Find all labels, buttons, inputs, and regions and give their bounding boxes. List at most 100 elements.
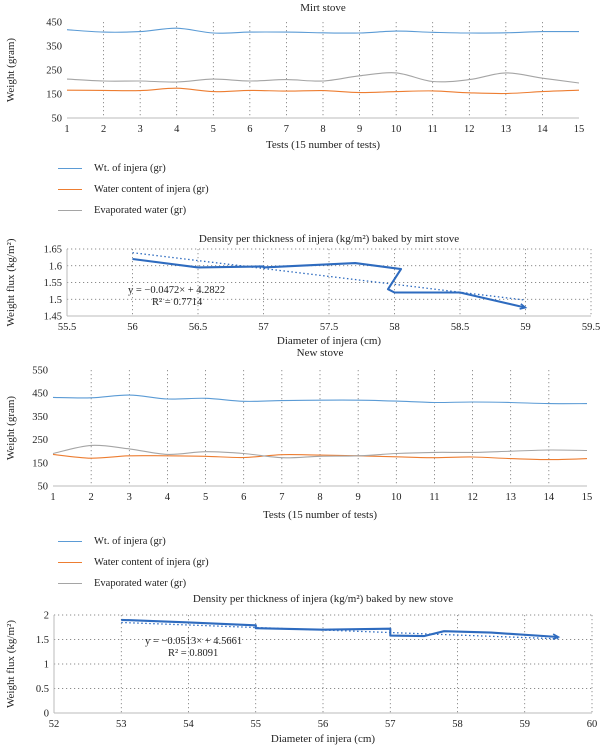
y-tick-label: 1.5 bbox=[36, 635, 49, 646]
legend-swatch-orange bbox=[58, 562, 82, 563]
x-axis-label: Diameter of injera (cm) bbox=[277, 335, 381, 347]
legend-item-water-content: Water content of injera (gr) bbox=[58, 179, 209, 200]
x-tick-label: 59 bbox=[520, 719, 531, 730]
series-line bbox=[121, 618, 559, 639]
x-tick-label: 59 bbox=[520, 322, 531, 333]
y-tick-label: 0.5 bbox=[36, 684, 49, 695]
series-group bbox=[52, 453, 588, 461]
series-line bbox=[66, 87, 580, 95]
series-line bbox=[52, 444, 588, 459]
x-tick-label: 59.5 bbox=[582, 322, 600, 333]
series-group bbox=[52, 394, 588, 405]
trendline-equation: y = −0.0513× + 4.5661 bbox=[145, 636, 242, 647]
series-arrow-head bbox=[519, 303, 528, 310]
x-tick-label: 2 bbox=[89, 492, 94, 503]
x-tick-label: 13 bbox=[505, 492, 516, 503]
series-group bbox=[121, 618, 561, 641]
x-axis-label: Tests (15 number of tests) bbox=[266, 139, 380, 151]
x-tick-label: 57 bbox=[385, 719, 396, 730]
x-tick-label: 3 bbox=[138, 124, 143, 135]
x-tick-label: 12 bbox=[467, 492, 478, 503]
x-tick-label: 56.5 bbox=[189, 322, 207, 333]
series-line bbox=[52, 453, 588, 461]
y-tick-label: 1.55 bbox=[44, 278, 62, 289]
y-tick-label: 1.65 bbox=[44, 245, 62, 256]
x-tick-label: 58 bbox=[452, 719, 463, 730]
x-tick-label: 60 bbox=[587, 719, 598, 730]
trendline bbox=[121, 621, 559, 640]
y-axis-label: Weight (gram) bbox=[5, 396, 17, 461]
legend-new-stove: Wt. of injera (gr) Water content of inje… bbox=[58, 531, 209, 594]
x-tick-label: 2 bbox=[101, 124, 106, 135]
x-tick-label: 9 bbox=[357, 124, 362, 135]
x-tick-label: 1 bbox=[50, 492, 55, 503]
x-tick-label: 15 bbox=[574, 124, 585, 135]
x-tick-label: 9 bbox=[356, 492, 361, 503]
legend-label: Evaporated water (gr) bbox=[94, 205, 187, 216]
y-tick-label: 1.6 bbox=[49, 261, 62, 272]
series-arrow-head bbox=[552, 633, 561, 641]
legend-mirt-stove: Wt. of injera (gr) Water content of inje… bbox=[58, 158, 209, 221]
x-tick-label: 4 bbox=[174, 124, 180, 135]
x-tick-label: 56 bbox=[127, 322, 138, 333]
y-tick-label: 350 bbox=[32, 412, 48, 423]
x-tick-label: 10 bbox=[391, 124, 402, 135]
y-tick-label: 0 bbox=[44, 709, 49, 720]
x-tick-label: 52 bbox=[49, 719, 60, 730]
y-tick-label: 1 bbox=[44, 660, 49, 671]
x-tick-label: 55 bbox=[251, 719, 262, 730]
x-tick-label: 11 bbox=[429, 492, 439, 503]
series-group bbox=[66, 87, 580, 95]
legend-swatch-orange bbox=[58, 189, 82, 190]
legend-label: Wt. of injera (gr) bbox=[94, 163, 166, 174]
x-tick-label: 3 bbox=[127, 492, 132, 503]
x-tick-label: 14 bbox=[537, 124, 548, 135]
y-tick-label: 2 bbox=[44, 611, 49, 622]
series-line bbox=[52, 394, 588, 405]
trendline-r-squared: R² = 0.8091 bbox=[168, 648, 218, 659]
series-group bbox=[52, 444, 588, 459]
y-tick-label: 50 bbox=[52, 114, 63, 125]
x-tick-label: 6 bbox=[247, 124, 252, 135]
x-tick-label: 13 bbox=[501, 124, 512, 135]
y-tick-label: 450 bbox=[46, 18, 62, 29]
x-tick-label: 56 bbox=[318, 719, 329, 730]
x-tick-label: 54 bbox=[183, 719, 194, 730]
x-tick-label: 58.5 bbox=[451, 322, 469, 333]
series-line bbox=[132, 257, 526, 309]
series-group bbox=[66, 27, 580, 34]
series-line bbox=[66, 27, 580, 34]
x-tick-label: 8 bbox=[320, 124, 325, 135]
legend-label: Water content of injera (gr) bbox=[94, 557, 209, 568]
y-tick-label: 250 bbox=[32, 435, 48, 446]
y-tick-label: 50 bbox=[38, 482, 49, 493]
x-tick-label: 4 bbox=[165, 492, 171, 503]
x-tick-label: 6 bbox=[241, 492, 246, 503]
x-tick-label: 8 bbox=[317, 492, 322, 503]
y-tick-label: 350 bbox=[46, 42, 62, 53]
chart-title: New stove bbox=[297, 347, 344, 359]
chart-title: Density per thickness of injera (kg/m²) … bbox=[193, 593, 453, 605]
legend-swatch-blue bbox=[58, 541, 82, 542]
y-tick-label: 1.5 bbox=[49, 295, 62, 306]
x-tick-label: 1 bbox=[64, 124, 69, 135]
x-tick-label: 10 bbox=[391, 492, 402, 503]
y-tick-label: 150 bbox=[32, 458, 48, 469]
y-axis-label: Weight flux (kg/m²) bbox=[5, 620, 17, 708]
x-axis-label: Diameter of injera (cm) bbox=[271, 733, 375, 745]
legend-label: Evaporated water (gr) bbox=[94, 578, 187, 589]
legend-item-evaporated-water: Evaporated water (gr) bbox=[58, 573, 209, 594]
trendline-r-squared: R² = 0.7714 bbox=[152, 297, 203, 308]
legend-label: Water content of injera (gr) bbox=[94, 184, 209, 195]
series-line bbox=[66, 72, 580, 84]
y-axis-label: Weight (gram) bbox=[5, 38, 17, 103]
legend-item-wt-of-injera: Wt. of injera (gr) bbox=[58, 158, 209, 179]
y-tick-label: 1.45 bbox=[44, 312, 62, 323]
x-tick-label: 7 bbox=[284, 124, 289, 135]
y-tick-label: 550 bbox=[32, 366, 48, 377]
x-tick-label: 57.5 bbox=[320, 322, 338, 333]
x-tick-label: 55.5 bbox=[58, 322, 76, 333]
y-axis-label: Weight flux (kg/m²) bbox=[5, 238, 17, 326]
y-tick-label: 450 bbox=[32, 389, 48, 400]
x-tick-label: 5 bbox=[203, 492, 208, 503]
